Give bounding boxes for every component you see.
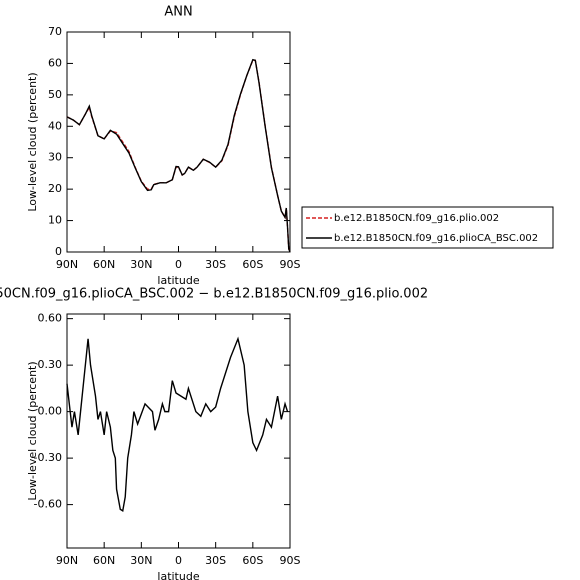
chart-title: b.e12.B1850CN.f09_g16.plioCA_BSC.002 − b… <box>0 287 428 302</box>
series-line <box>66 59 291 253</box>
x-tick-label: 60N <box>93 554 115 567</box>
y-tick-label: 50 <box>48 88 62 101</box>
y-tick-label: 30 <box>48 151 62 164</box>
chart-title: ANN <box>164 5 192 20</box>
x-tick-label: 30N <box>130 554 152 567</box>
legend-label: b.e12.B1850CN.f09_g16.plioCA_BSC.002 <box>334 233 538 244</box>
x-axis-label: latitude <box>157 570 199 580</box>
y-tick-label: 70 <box>48 25 62 38</box>
y-tick-label: 0 <box>55 245 62 258</box>
legend-label: b.e12.B1850CN.f09_g16.plio.002 <box>334 213 499 224</box>
x-tick-label: 0 <box>175 554 182 567</box>
y-tick-label: 0.60 <box>38 312 63 325</box>
x-axis-label: latitude <box>157 274 199 287</box>
y-tick-label: -0.30 <box>34 451 62 464</box>
y-tick-label: 60 <box>48 56 62 69</box>
legend-box <box>301 206 554 249</box>
x-tick-label: 0 <box>175 258 182 271</box>
series-line <box>66 58 291 253</box>
y-tick-label: -0.60 <box>34 498 62 511</box>
y-tick-label: 40 <box>48 119 62 132</box>
y-tick-label: 0.00 <box>38 405 63 418</box>
x-tick-label: 60N <box>93 258 115 271</box>
x-tick-label: 30S <box>205 554 226 567</box>
x-tick-label: 60S <box>242 554 263 567</box>
x-tick-label: 90S <box>280 554 301 567</box>
x-tick-label: 90S <box>280 258 301 271</box>
x-tick-label: 90N <box>56 258 78 271</box>
y-axis-label: Low-level cloud (percent) <box>26 361 39 500</box>
series-line <box>66 336 289 512</box>
x-tick-label: 60S <box>242 258 263 271</box>
plot-frame <box>66 313 291 549</box>
plot-frame <box>66 31 291 253</box>
y-tick-label: 20 <box>48 182 62 195</box>
x-tick-label: 30N <box>130 258 152 271</box>
y-tick-label: 10 <box>48 214 62 227</box>
y-axis-label: Low-level cloud (percent) <box>26 72 39 211</box>
y-tick-label: 0.30 <box>38 358 63 371</box>
x-tick-label: 90N <box>56 554 78 567</box>
x-tick-label: 30S <box>205 258 226 271</box>
